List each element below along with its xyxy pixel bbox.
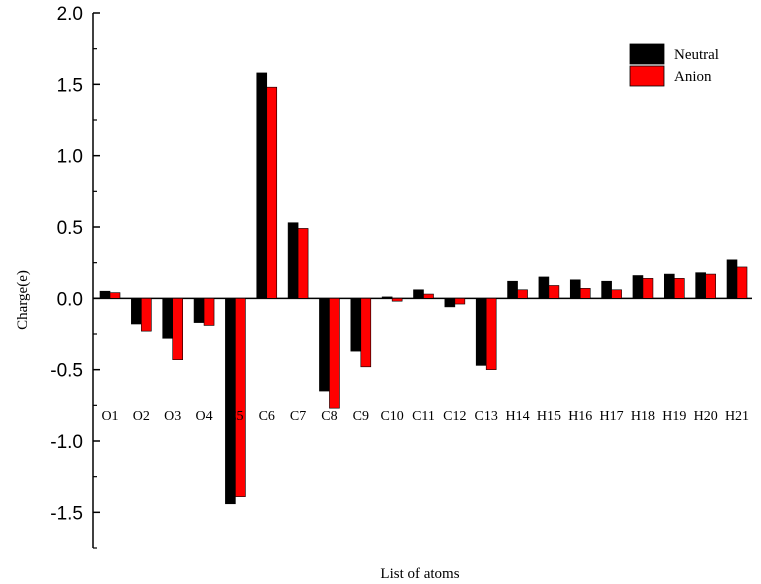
bar-anion-o2 <box>141 298 152 332</box>
category-label: O3 <box>164 409 181 424</box>
category-label: C9 <box>353 409 369 424</box>
bar-anion-h16 <box>579 288 591 299</box>
bar-neutral-c7 <box>287 222 299 299</box>
bars <box>99 72 748 505</box>
y-axis: 2.0 1.5 1.0 0.5 0.0 -0.5 -1.0 -1.5 <box>50 4 100 549</box>
bar-anion-h18 <box>642 278 654 299</box>
category-label: H20 <box>694 409 718 424</box>
category-label: C11 <box>412 409 435 424</box>
bar-anion-c11 <box>423 293 434 299</box>
bar-anion-c5 <box>235 298 246 497</box>
category-label: H18 <box>631 409 655 424</box>
bar-anion-c12 <box>454 298 466 305</box>
bar-neutral-h18 <box>632 275 644 299</box>
bar-anion-c7 <box>297 228 309 299</box>
category-label: H14 <box>505 409 529 424</box>
bar-anion-h19 <box>673 278 685 299</box>
bar-neutral-c11 <box>413 289 424 299</box>
y-tick-label: 1.5 <box>57 75 83 96</box>
category-label: O4 <box>195 409 212 424</box>
category-label: H17 <box>600 409 624 424</box>
bar-neutral-o1 <box>99 290 111 299</box>
bar-anion-c13 <box>485 298 497 370</box>
bar-anion-c8 <box>329 298 340 409</box>
bar-neutral-h19 <box>663 273 675 299</box>
legend-label-anion: Anion <box>674 69 712 85</box>
y-tick-label: -0.5 <box>50 361 83 382</box>
y-tick-label: 2.0 <box>57 4 83 25</box>
x-axis-label: List of atoms <box>380 566 459 582</box>
bar-anion-o1 <box>109 292 121 299</box>
bar-anion-c9 <box>360 298 372 368</box>
legend-label-neutral: Neutral <box>674 47 719 63</box>
category-label: O2 <box>133 409 150 424</box>
bar-neutral-o3 <box>162 298 173 339</box>
bar-neutral-h17 <box>601 280 612 299</box>
y-axis-label: Charge(e) <box>15 270 31 330</box>
bar-neutral-c5 <box>225 298 236 505</box>
bar-neutral-c9 <box>350 298 362 352</box>
bar-anion-c6 <box>266 86 278 299</box>
bar-anion-h14 <box>517 289 528 299</box>
category-label: C5 <box>227 409 243 424</box>
bar-neutral-h14 <box>507 280 518 299</box>
y-tick-label: -1.0 <box>50 432 83 453</box>
bar-anion-h21 <box>736 266 748 299</box>
category-label: H19 <box>662 409 686 424</box>
bar-neutral-c8 <box>319 298 330 392</box>
category-label: H15 <box>537 409 561 424</box>
category-label: C13 <box>475 409 498 424</box>
bar-neutral-o4 <box>193 298 205 323</box>
bar-neutral-c10 <box>381 296 393 299</box>
bar-neutral-h15 <box>538 276 550 299</box>
bar-neutral-o2 <box>131 298 142 325</box>
category-label: H21 <box>725 409 749 424</box>
y-tick-label: -1.5 <box>50 503 83 524</box>
category-label: H16 <box>568 409 592 424</box>
legend-swatch-anion <box>629 65 665 87</box>
bar-anion-o4 <box>203 298 215 326</box>
legend: Neutral Anion <box>629 43 719 87</box>
y-tick-label: 0.5 <box>57 218 83 239</box>
category-labels: O1 O2 O3 O4 C5 C6 C7 C8 C9 C10 C11 C12 C13 H14 H15 H16 H… <box>101 409 749 424</box>
category-label: C8 <box>321 409 337 424</box>
bar-neutral-c12 <box>444 298 456 308</box>
legend-swatch-neutral <box>629 43 665 65</box>
y-tick-label: 1.0 <box>57 147 83 168</box>
category-label: O1 <box>101 409 118 424</box>
bar-neutral-h20 <box>695 272 706 299</box>
bar-anion-h20 <box>705 273 716 299</box>
bar-anion-c10 <box>391 298 403 302</box>
category-label: C6 <box>259 409 275 424</box>
y-tick-label: 0.0 <box>57 289 83 310</box>
category-label: C12 <box>443 409 466 424</box>
bar-neutral-c13 <box>475 298 487 366</box>
bar-anion-h15 <box>548 285 560 299</box>
category-label: C10 <box>380 409 403 424</box>
bar-neutral-h21 <box>726 259 738 299</box>
axis-titles: List of atoms Charge(e) <box>15 270 460 582</box>
bar-neutral-c6 <box>256 72 268 299</box>
category-label: C7 <box>290 409 306 424</box>
bar-neutral-h16 <box>569 279 581 299</box>
bar-anion-h17 <box>611 289 622 299</box>
bar-anion-o3 <box>172 298 183 360</box>
